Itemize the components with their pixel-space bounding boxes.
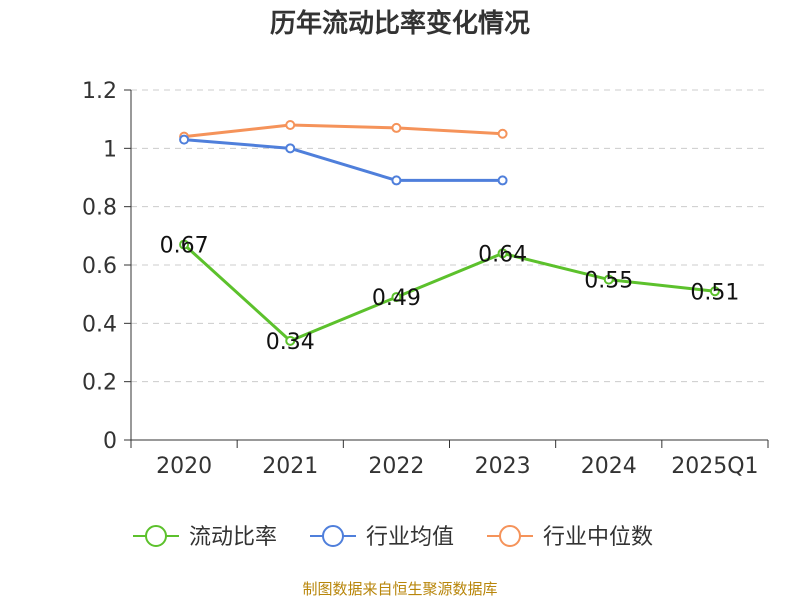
series-line-3 [183,123,503,139]
legend-item-1: 流动比率 [133,525,277,550]
series-2-point [179,134,190,145]
x-tick-label: 2025Q1 [671,454,758,479]
legend-item-2: 行业均值 [310,525,454,550]
y-tick-label: 1 [103,137,117,162]
series-2-point [497,175,508,186]
data-label: 0.55 [584,269,633,294]
series-2-point [285,143,296,154]
data-label: 0.64 [478,242,527,267]
y-tick-label: 0.2 [82,371,117,396]
data-labels: 0.67 0.34 0.49 0.64 0.55 0.51 [160,234,740,355]
y-tick-label: 0.4 [82,312,117,337]
series-1-point [391,292,402,303]
series-1-point [179,239,190,250]
legend-swatch-marker [145,525,167,547]
source-note: 制图数据来自恒生聚源数据库 [302,580,497,598]
series-line-2 [183,138,503,182]
axes: 0 0.2 0.4 0.6 0.8 1 1.2 2020 2021 2022 2023 2024 202… [82,79,769,479]
series-line-1 [183,243,716,343]
data-label: 0.51 [690,280,739,305]
legend-swatch-marker [322,525,344,547]
legend: 流动比率 行业均值 行业中位数 [133,525,653,550]
y-tick-label: 1.2 [82,79,117,104]
data-label: 0.67 [160,234,209,259]
series-3-point [285,120,296,130]
series-3-point [391,122,402,133]
series-1-point [497,248,508,259]
data-label: 0.34 [266,330,315,355]
x-tick-label: 2020 [156,454,212,479]
series-3-point [497,128,508,139]
grid-lines [131,89,768,383]
legend-swatch-marker [499,525,521,547]
series-1-point [709,286,720,297]
series-2-point [391,175,402,186]
x-tick-label: 2022 [368,454,424,479]
legend-label: 流动比率 [189,525,277,550]
legend-item-3: 行业中位数 [487,525,653,550]
legend-label: 行业中位数 [543,525,653,550]
legend-label: 行业均值 [366,525,454,550]
x-tick-label: 2024 [581,454,637,479]
series-group [179,120,720,346]
x-tick-label: 2023 [475,454,531,479]
series-1-point [285,335,296,346]
chart-title: 历年流动比率变化情况 [270,8,530,39]
y-tick-label: 0 [103,429,117,454]
y-tick-label: 0.8 [82,196,117,221]
y-tick-label: 0.6 [82,254,117,279]
series-1-point [603,274,614,285]
data-label: 0.49 [372,286,421,311]
x-tick-label: 2021 [262,454,318,479]
